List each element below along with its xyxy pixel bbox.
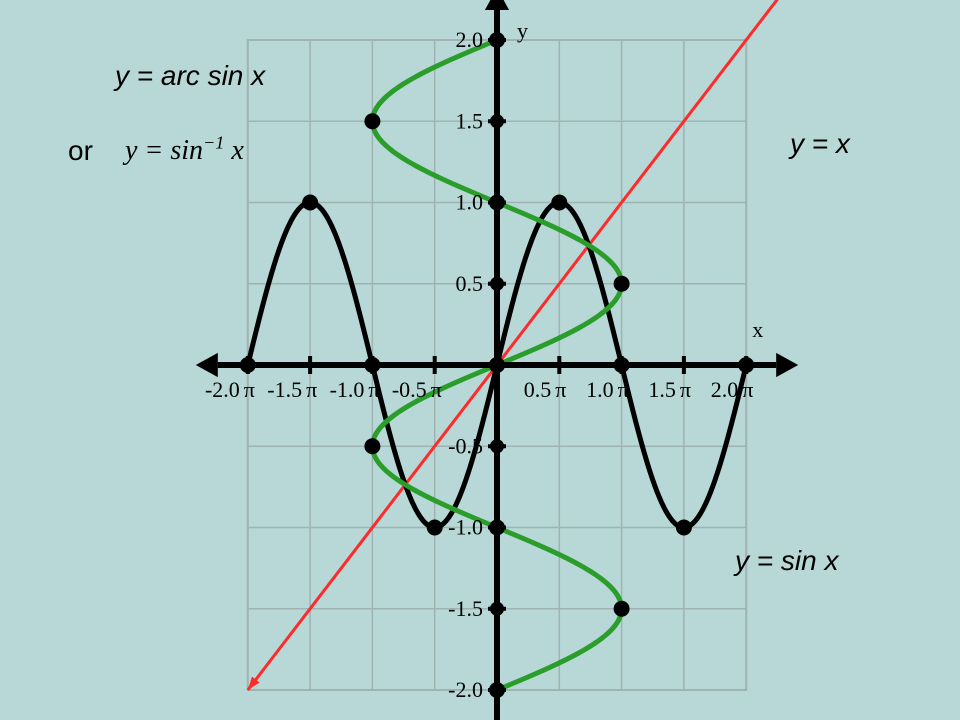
- y-tick-label: 0.5: [456, 271, 484, 296]
- y-tick-label: -1.0: [448, 515, 483, 540]
- x-tick-label: -0.5: [392, 377, 427, 402]
- x-tick-label: 2.0: [711, 377, 739, 402]
- or-word: or: [68, 135, 93, 167]
- y-axis-dot: [490, 277, 504, 291]
- x-tick-pi: π: [555, 377, 566, 402]
- y-axis-dot: [490, 439, 504, 453]
- x-tick-pi: π: [680, 377, 691, 402]
- sin-marker: [427, 520, 443, 536]
- y-axis-dot: [490, 196, 504, 210]
- y-axis-dot: [490, 33, 504, 47]
- arcsin-marker: [364, 113, 380, 129]
- x-tick-pi: π: [368, 377, 379, 402]
- y-tick-label: 2.0: [456, 27, 484, 52]
- yx-label: y = x: [790, 128, 850, 160]
- y-axis-dot: [490, 521, 504, 535]
- y-tick-label: 1.5: [456, 108, 484, 133]
- arcsin-label: y = arc sin x: [115, 60, 265, 92]
- x-tick-label: 0.5: [524, 377, 552, 402]
- arcsin-marker: [614, 276, 630, 292]
- plot-svg: -2.0π-1.5π-1.0π-0.5π0.5π1.0π1.5π2.0π-2.0…: [0, 0, 960, 720]
- x-axis-arrow-right: [776, 353, 798, 377]
- y-tick-label: -1.5: [448, 596, 483, 621]
- x-tick-pi: π: [306, 377, 317, 402]
- x-tick-pi: π: [618, 377, 629, 402]
- y-axis-dot: [490, 683, 504, 697]
- y-axis-arrow-up: [485, 0, 509, 10]
- inv-formula: y = sin−1 x: [125, 133, 244, 167]
- y-axis-label: y: [517, 18, 528, 43]
- y-tick-label: -2.0: [448, 677, 483, 702]
- y-axis-dot: [490, 602, 504, 616]
- sin-marker: [302, 195, 318, 211]
- y-tick-label: 1.0: [456, 190, 484, 215]
- y-axis-dot: [490, 114, 504, 128]
- x-axis-label: x: [752, 317, 763, 342]
- x-axis-arrow-left: [196, 353, 218, 377]
- arcsin-marker: [364, 438, 380, 454]
- x-tick-pi: π: [431, 377, 442, 402]
- sin-label: y = sin x: [735, 545, 838, 577]
- x-tick-label: 1.5: [648, 377, 676, 402]
- arcsin-marker: [614, 601, 630, 617]
- sin-marker: [551, 195, 567, 211]
- x-tick-pi: π: [742, 377, 753, 402]
- x-tick-label: -1.5: [267, 377, 302, 402]
- x-tick-label: -2.0: [205, 377, 240, 402]
- x-tick-label: 1.0: [586, 377, 614, 402]
- y-tick-label: -0.5: [448, 433, 483, 458]
- sin-marker: [676, 520, 692, 536]
- x-tick-label: -1.0: [330, 377, 365, 402]
- x-tick-pi: π: [244, 377, 255, 402]
